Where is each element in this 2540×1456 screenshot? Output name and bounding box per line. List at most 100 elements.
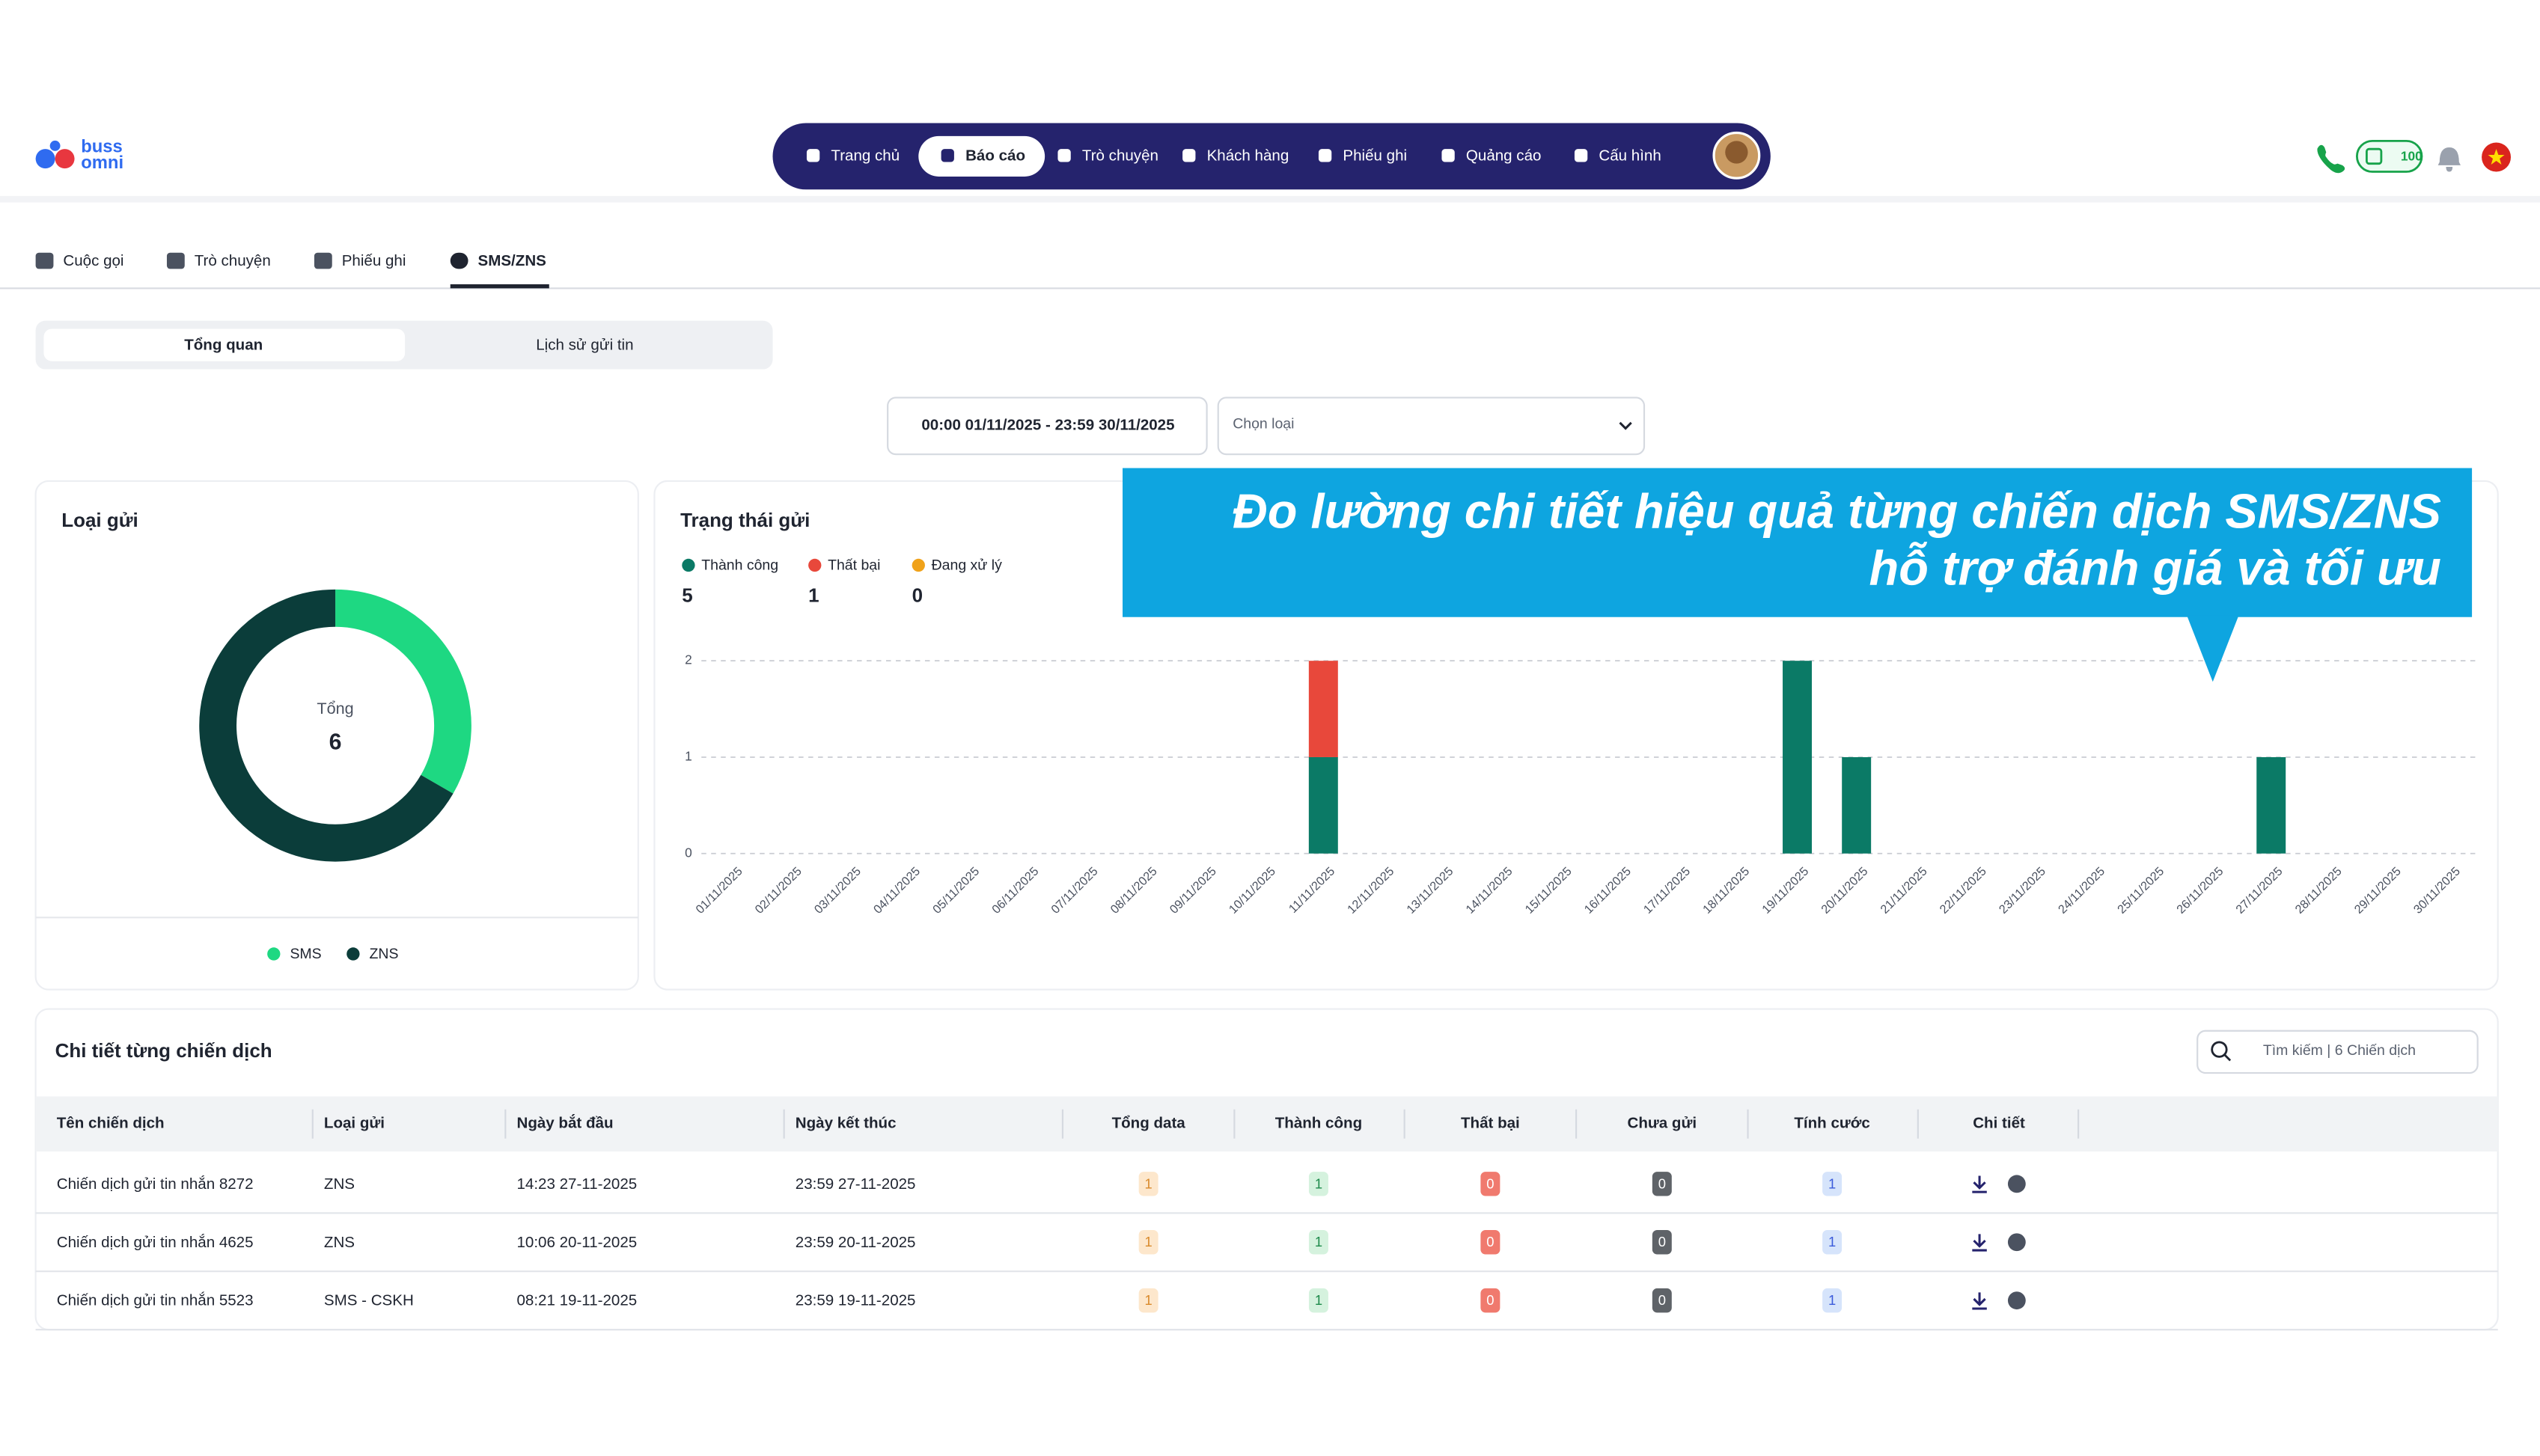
- badge-value: 1: [1145, 1175, 1153, 1191]
- legend-label: Thành công: [701, 557, 778, 574]
- cell: 23:59 20-11-2025: [796, 1234, 916, 1251]
- nav-icon: [1182, 149, 1195, 162]
- series-total: 1: [808, 584, 819, 607]
- brand: omni: [81, 153, 123, 173]
- subtab-icon: [167, 253, 185, 269]
- callout-text: hỗ trợ đánh giá và tối ưu: [1869, 540, 2441, 595]
- column-header: Chi tiết: [1973, 1115, 2025, 1132]
- view-tab[interactable]: Tổng quan: [184, 337, 263, 354]
- column-header: Thất bại: [1461, 1115, 1520, 1132]
- credit: 100: [2401, 149, 2423, 164]
- cell: ZNS: [324, 1175, 355, 1193]
- avatar-face: [1725, 141, 1747, 163]
- column-header: Chưa gửi: [1628, 1115, 1697, 1132]
- bar-segment: [1783, 661, 1812, 854]
- legend-label: SMS: [290, 946, 321, 962]
- cell: 08:21 19-11-2025: [516, 1292, 637, 1309]
- subtab-icon: [36, 253, 54, 269]
- nav-item[interactable]: Trang chủ: [831, 147, 900, 164]
- badge-value: 0: [1658, 1234, 1666, 1249]
- subtab[interactable]: SMS/ZNS: [478, 252, 546, 269]
- subtabs-divider: [0, 287, 2540, 289]
- nav-item[interactable]: Cấu hình: [1599, 147, 1661, 164]
- badge-value: 1: [1145, 1234, 1153, 1249]
- bar-segment: [1842, 757, 1871, 854]
- legend-dot: [808, 559, 821, 572]
- nav-icon: [1057, 149, 1070, 162]
- nav-item[interactable]: Trò chuyện: [1082, 147, 1158, 164]
- info-icon[interactable]: [2008, 1291, 2026, 1309]
- bar-segment: [1309, 661, 1338, 757]
- subtab[interactable]: Cuộc gọi: [63, 252, 123, 269]
- subtab-icon: [451, 253, 468, 269]
- legend-dot: [912, 559, 925, 572]
- header-shadow: [0, 196, 2540, 203]
- nav-icon: [1319, 149, 1331, 162]
- badge-value: 0: [1486, 1292, 1494, 1308]
- cell: Chiến dịch gửi tin nhắn 8272: [57, 1175, 254, 1193]
- nav-icon: [1441, 149, 1454, 162]
- column-header: Ngày kết thúc: [796, 1115, 897, 1132]
- card-divider: [36, 917, 638, 918]
- chart-title: Trạng thái gửi: [680, 509, 810, 531]
- badge-value: 0: [1486, 1234, 1494, 1249]
- subtab-icon: [314, 253, 332, 269]
- subtab[interactable]: Phiếu ghi: [342, 252, 406, 269]
- badge-value: 1: [1315, 1234, 1322, 1249]
- y-tick-label: 2: [685, 652, 692, 667]
- nav-icon: [1575, 149, 1587, 162]
- legend-dot: [267, 947, 280, 960]
- subtab[interactable]: Trò chuyện: [195, 252, 271, 269]
- cell: Chiến dịch gửi tin nhắn 4625: [57, 1234, 254, 1251]
- callout-text: Đo lường chi tiết hiệu quả từng chiến dị…: [1233, 484, 2441, 539]
- legend-dot: [346, 947, 359, 960]
- donut-center-value: 6: [329, 730, 342, 755]
- legend-dot: [682, 559, 694, 572]
- table-title: Chi tiết từng chiến dịch: [55, 1039, 272, 1062]
- bar-segment: [2256, 757, 2286, 854]
- column-header: Loại gửi: [324, 1115, 385, 1132]
- nav-item[interactable]: Phiếu ghi: [1343, 147, 1407, 164]
- info-icon[interactable]: [2008, 1233, 2026, 1251]
- column-header: Thành công: [1275, 1115, 1362, 1132]
- badge-value: 1: [1315, 1175, 1322, 1191]
- series-total: 5: [682, 584, 692, 607]
- y-tick-label: 0: [685, 845, 692, 860]
- nav-icon: [807, 149, 819, 162]
- badge-value: 1: [1828, 1234, 1836, 1249]
- nav-item[interactable]: Báo cáo: [965, 147, 1025, 164]
- series-total: 0: [912, 584, 923, 607]
- cell: SMS - CSKH: [324, 1292, 414, 1309]
- nav-item[interactable]: Quảng cáo: [1466, 147, 1542, 164]
- cell: 10:06 20-11-2025: [516, 1234, 637, 1251]
- badge-value: 1: [1828, 1175, 1836, 1191]
- badge-value: 1: [1828, 1292, 1836, 1308]
- view-tab[interactable]: Lịch sử gửi tin: [536, 337, 633, 354]
- nav-item[interactable]: Khách hàng: [1207, 147, 1289, 164]
- column-header: Ngày bắt đầu: [516, 1114, 613, 1132]
- cell: Chiến dịch gửi tin nhắn 5523: [57, 1292, 254, 1309]
- badge-value: 1: [1315, 1292, 1322, 1308]
- info-icon[interactable]: [2008, 1175, 2026, 1193]
- table-header: [36, 1096, 2498, 1151]
- cell: 23:59 27-11-2025: [796, 1175, 916, 1193]
- column-header: Tên chiến dịch: [57, 1115, 165, 1132]
- card: [36, 1009, 2498, 1330]
- badge-value: 0: [1658, 1292, 1666, 1308]
- search-placeholder: Tìm kiếm | 6 Chiến dịch: [2263, 1042, 2416, 1059]
- y-tick-label: 1: [685, 749, 692, 764]
- donut-center-label: Tổng: [317, 699, 353, 718]
- legend-label: Đang xử lý: [932, 557, 1002, 574]
- chart-title: Loại gửi: [61, 509, 138, 531]
- cell: 23:59 19-11-2025: [796, 1292, 916, 1309]
- badge-value: 0: [1658, 1175, 1666, 1191]
- badge-value: 1: [1145, 1292, 1153, 1308]
- nav-icon: [941, 149, 954, 162]
- badge-value: 0: [1486, 1175, 1494, 1191]
- date-range: 00:00 01/11/2025 - 23:59 30/11/2025: [921, 417, 1174, 434]
- column-header: Tổng data: [1112, 1115, 1186, 1132]
- legend-label: ZNS: [370, 946, 399, 962]
- cell: 14:23 27-11-2025: [516, 1175, 637, 1193]
